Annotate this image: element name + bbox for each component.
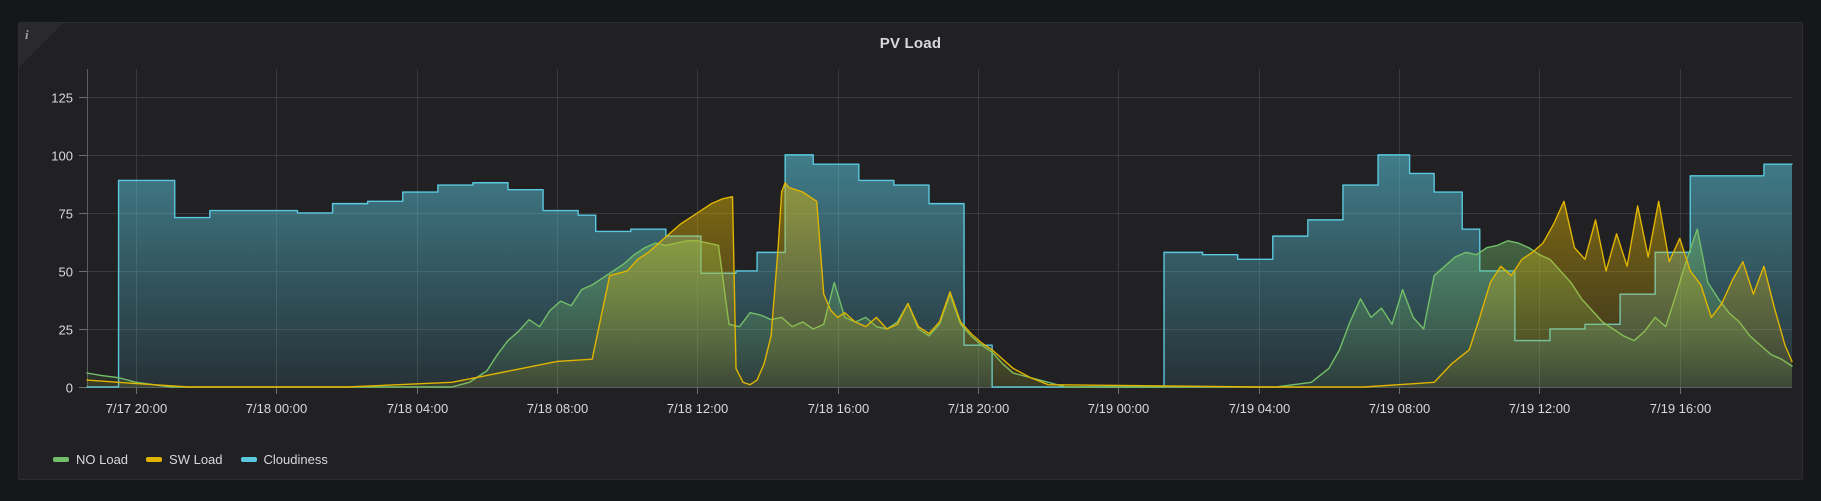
panel-title: PV Load: [879, 35, 942, 52]
x-axis-label: 7/19 12:00: [1509, 401, 1570, 416]
x-axis-label: 7/19 04:00: [1229, 401, 1290, 416]
x-axis-label: 7/19 00:00: [1088, 401, 1149, 416]
x-axis-label: 7/19 08:00: [1369, 401, 1430, 416]
x-axis-label: 7/18 20:00: [948, 401, 1009, 416]
legend-swatch-icon: [146, 457, 163, 462]
y-axis-label: 0: [66, 381, 73, 396]
series-line: [86, 182, 1793, 388]
legend-swatch-icon: [240, 457, 257, 462]
legend-item-cloudiness[interactable]: Cloudiness: [240, 452, 328, 467]
x-axis-label: 7/18 00:00: [246, 401, 307, 416]
y-axis-label: 100: [51, 149, 73, 164]
x-axis-label: 7/18 12:00: [667, 401, 728, 416]
series-fill: [87, 182, 1792, 387]
x-axis-label: 7/19 16:00: [1650, 401, 1711, 416]
chart-plot-area[interactable]: 0 25 50 75 100 125 7/17 20:00 7/18 00:00 7/18 04…: [19, 59, 1804, 439]
legend-label: SW Load: [169, 452, 223, 467]
series-sw-load[interactable]: [86, 182, 1793, 388]
y-axis-label: 75: [59, 207, 73, 222]
y-axis-label: 50: [59, 265, 73, 280]
x-axis-label: 7/18 16:00: [808, 401, 869, 416]
x-axis-label: 7/17 20:00: [106, 401, 167, 416]
info-icon[interactable]: i: [25, 27, 29, 42]
panel-info-corner[interactable]: [19, 23, 63, 67]
pv-load-panel: i PV Load 0 25 50 75 100 125 7/17 20:00 7/18 00…: [18, 22, 1803, 480]
chart-legend: NO Load SW Load Cloudiness: [53, 452, 328, 467]
legend-item-sw-load[interactable]: SW Load: [146, 452, 223, 467]
y-axis-label: 25: [59, 323, 73, 338]
legend-label: NO Load: [76, 452, 129, 467]
legend-item-no-load[interactable]: NO Load: [53, 452, 128, 467]
legend-label: Cloudiness: [263, 452, 328, 467]
timeseries-chart[interactable]: 0 25 50 75 100 125 7/17 20:00 7/18 00:00 7/18 04…: [19, 59, 1804, 439]
legend-swatch-icon: [53, 457, 69, 462]
y-axis-label: 125: [51, 91, 73, 106]
x-axis-label: 7/18 08:00: [527, 401, 588, 416]
series-fill: [87, 229, 1792, 387]
x-axis-label: 7/18 04:00: [387, 401, 448, 416]
